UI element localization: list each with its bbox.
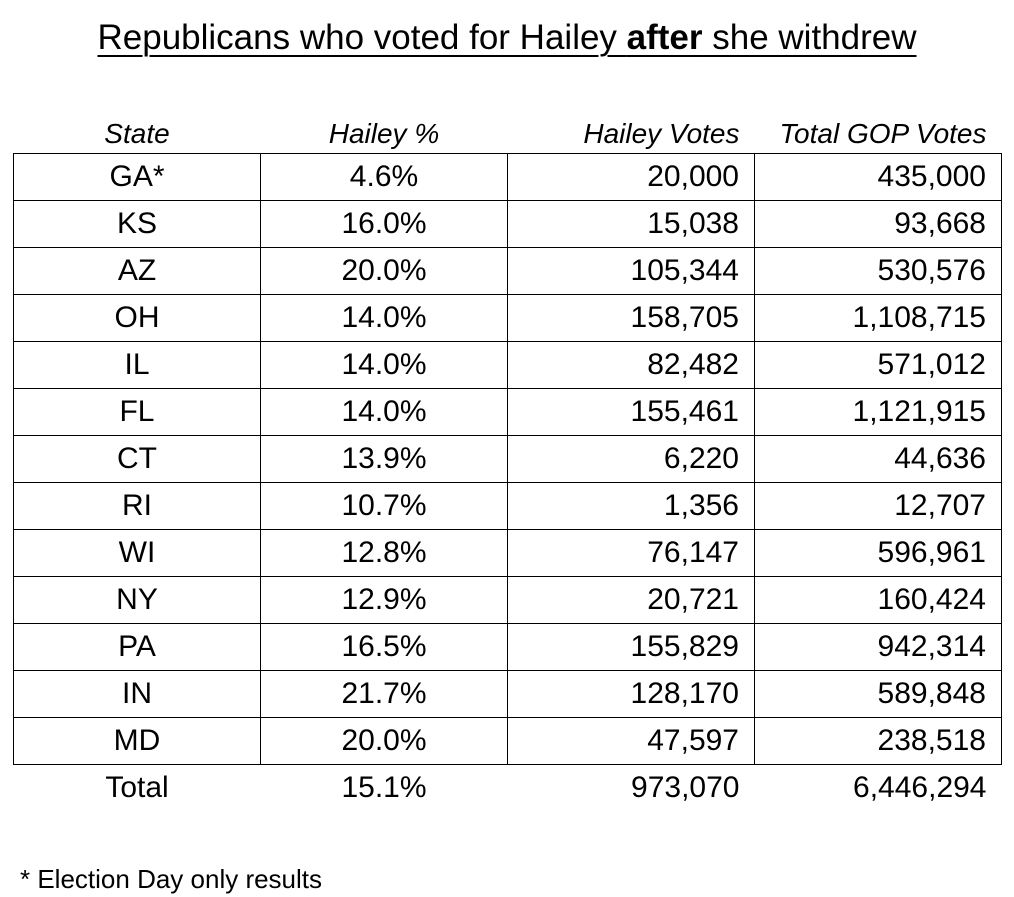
table-row: MD 20.0% 47,597 238,518 — [13, 717, 1002, 765]
cell-total-gop-votes: 12,707 — [754, 482, 1002, 530]
cell-hailey-pct: 4.6% — [260, 153, 508, 201]
cell-hailey-pct: 12.9% — [260, 576, 508, 624]
cell-state: CT — [13, 435, 261, 483]
header-hailey-pct: Hailey % — [328, 118, 440, 149]
cell-total-gop-votes: 93,668 — [754, 200, 1002, 248]
total-row: Total 15.1% 973,070 6,446,294 — [14, 765, 1002, 812]
table-row: CT 13.9% 6,220 44,636 — [13, 435, 1002, 483]
cell-state: GA* — [13, 153, 261, 201]
cell-hailey-votes: 15,038 — [507, 200, 755, 248]
cell-hailey-pct: 14.0% — [260, 341, 508, 389]
total-gop-votes: 6,446,294 — [853, 771, 987, 804]
cell-hailey-pct: 10.7% — [260, 482, 508, 530]
cell-hailey-votes: 105,344 — [507, 247, 755, 295]
cell-hailey-votes: 82,482 — [507, 341, 755, 389]
header-hailey-votes: Hailey Votes — [583, 118, 740, 149]
results-table: State Hailey % Hailey Votes Total GOP Vo… — [13, 106, 1002, 811]
cell-hailey-votes: 47,597 — [507, 717, 755, 765]
cell-total-gop-votes: 589,848 — [754, 670, 1002, 718]
page-title: Republicans who voted for Hailey after s… — [0, 14, 1014, 62]
total-label: Total — [105, 771, 169, 804]
cell-hailey-pct: 14.0% — [260, 294, 508, 342]
cell-hailey-votes: 6,220 — [507, 435, 755, 483]
table-row: NY 12.9% 20,721 160,424 — [13, 576, 1002, 624]
cell-hailey-votes: 158,705 — [507, 294, 755, 342]
table-row: OH 14.0% 158,705 1,108,715 — [13, 294, 1002, 342]
footnote: * Election Day only results — [20, 864, 323, 894]
cell-state: OH — [13, 294, 261, 342]
cell-total-gop-votes: 238,518 — [754, 717, 1002, 765]
cell-state: WI — [13, 529, 261, 577]
cell-hailey-pct: 20.0% — [260, 247, 508, 295]
table-row: IN 21.7% 128,170 589,848 — [13, 670, 1002, 718]
cell-total-gop-votes: 596,961 — [754, 529, 1002, 577]
cell-total-gop-votes: 435,000 — [754, 153, 1002, 201]
cell-total-gop-votes: 571,012 — [754, 341, 1002, 389]
cell-state: IL — [13, 341, 261, 389]
cell-hailey-votes: 20,721 — [507, 576, 755, 624]
header-state: State — [104, 118, 170, 149]
title-text: Republicans who voted for Hailey after s… — [97, 18, 916, 57]
cell-hailey-votes: 155,829 — [507, 623, 755, 671]
total-hailey-pct: 15.1% — [341, 771, 427, 804]
total-hailey-votes: 973,070 — [631, 771, 740, 804]
table-row: IL 14.0% 82,482 571,012 — [13, 341, 1002, 389]
title-part-before: Republicans who voted for Hailey — [97, 18, 627, 57]
cell-state: RI — [13, 482, 261, 530]
cell-state: IN — [13, 670, 261, 718]
cell-state: FL — [13, 388, 261, 436]
cell-hailey-pct: 16.5% — [260, 623, 508, 671]
cell-state: MD — [13, 717, 261, 765]
cell-total-gop-votes: 942,314 — [754, 623, 1002, 671]
table-row: KS 16.0% 15,038 93,668 — [13, 200, 1002, 248]
cell-state: KS — [13, 200, 261, 248]
cell-hailey-votes: 20,000 — [507, 153, 755, 201]
table-row: AZ 20.0% 105,344 530,576 — [13, 247, 1002, 295]
title-emphasis: after — [626, 18, 703, 57]
cell-hailey-votes: 1,356 — [507, 482, 755, 530]
cell-total-gop-votes: 160,424 — [754, 576, 1002, 624]
header-total-gop-votes: Total GOP Votes — [779, 118, 987, 149]
cell-hailey-votes: 128,170 — [507, 670, 755, 718]
table-row: GA* 4.6% 20,000 435,000 — [13, 153, 1002, 201]
cell-total-gop-votes: 44,636 — [754, 435, 1002, 483]
cell-state: AZ — [13, 247, 261, 295]
cell-state: NY — [13, 576, 261, 624]
cell-hailey-votes: 155,461 — [507, 388, 755, 436]
cell-total-gop-votes: 1,108,715 — [754, 294, 1002, 342]
cell-state: PA — [13, 623, 261, 671]
cell-total-gop-votes: 530,576 — [754, 247, 1002, 295]
table-row: WI 12.8% 76,147 596,961 — [13, 529, 1002, 577]
cell-hailey-pct: 16.0% — [260, 200, 508, 248]
cell-hailey-pct: 12.8% — [260, 529, 508, 577]
cell-hailey-pct: 13.9% — [260, 435, 508, 483]
cell-hailey-pct: 14.0% — [260, 388, 508, 436]
cell-hailey-pct: 21.7% — [260, 670, 508, 718]
cell-hailey-pct: 20.0% — [260, 717, 508, 765]
cell-total-gop-votes: 1,121,915 — [754, 388, 1002, 436]
title-part-after: she withdrew — [702, 18, 917, 57]
table-row: FL 14.0% 155,461 1,121,915 — [13, 388, 1002, 436]
cell-hailey-votes: 76,147 — [507, 529, 755, 577]
table-row: PA 16.5% 155,829 942,314 — [13, 623, 1002, 671]
table-body: GA* 4.6% 20,000 435,000 KS 16.0% 15,038 93,668 A… — [13, 153, 1002, 765]
header-row: State Hailey % Hailey Votes Total GOP Vo… — [14, 106, 1002, 154]
table-row: RI 10.7% 1,356 12,707 — [13, 482, 1002, 530]
